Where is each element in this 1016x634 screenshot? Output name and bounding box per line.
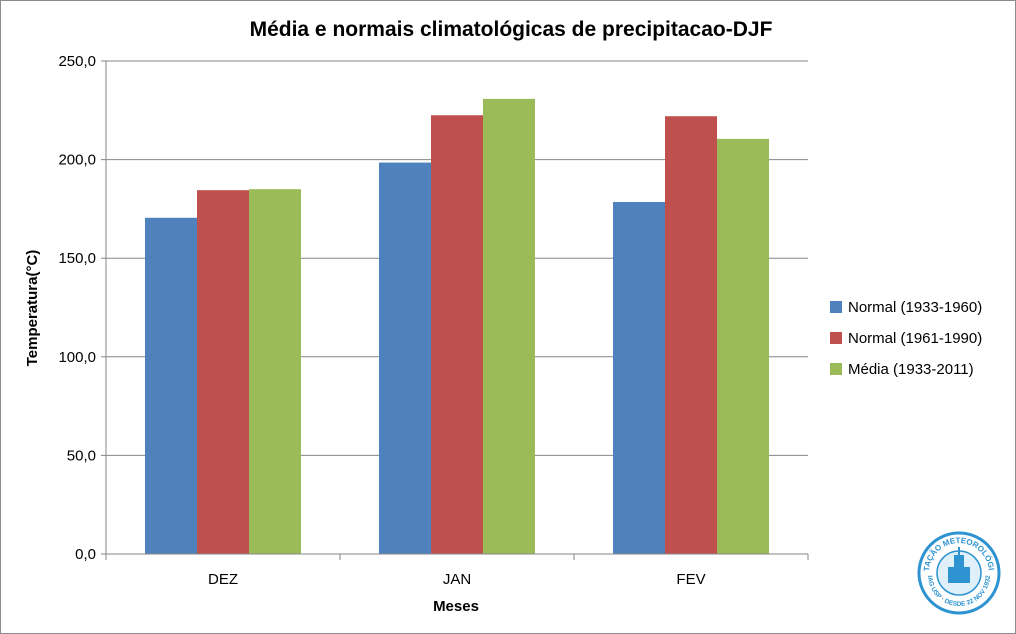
y-tick-label: 50,0 (67, 447, 96, 464)
y-tick-label: 100,0 (58, 349, 96, 366)
station-logo: ESTAÇÃO METEOROLÓGICA IAG USP · DESDE 22… (917, 531, 1001, 615)
bar-fev-series-3 (717, 138, 769, 555)
bar-dez-series-3 (249, 189, 301, 554)
bar-jan-series-1 (379, 162, 431, 555)
axes-group (101, 60, 809, 560)
x-tick-label-dez: DEZ (208, 571, 238, 588)
y-tick-label: 250,0 (58, 53, 96, 70)
chart-title: Média e normais climatológicas de precip… (250, 18, 773, 41)
legend-entry-3: Média (1933-2011) (848, 361, 974, 378)
legend-entry-1: Normal (1933-1960) (848, 299, 982, 316)
legend-swatch-1 (830, 301, 842, 313)
legend: Normal (1933-1960) Normal (1961-1990) Médi… (830, 299, 982, 378)
logo-building-icon (948, 567, 970, 583)
y-axis-title: Temperatura(°C) (24, 250, 41, 367)
y-tick-labels: 0,0 50,0 100,0 150,0 200,0 250,0 (58, 53, 96, 563)
bar-dez-series-2 (197, 190, 249, 554)
x-tick-labels: DEZ JAN FEV (208, 571, 706, 588)
bar-fev-series-1 (613, 201, 665, 555)
y-tick-label: 200,0 (58, 152, 96, 169)
x-tick-label-fev: FEV (676, 571, 705, 588)
y-tick-label: 0,0 (75, 546, 96, 563)
bars-group (145, 98, 769, 555)
legend-entry-2: Normal (1961-1990) (848, 330, 982, 347)
legend-swatch-3 (830, 363, 842, 375)
x-axis-title: Meses (433, 598, 479, 615)
x-tick-label-jan: JAN (443, 571, 471, 588)
bar-fev-series-2 (665, 116, 717, 554)
y-tick-label: 150,0 (58, 250, 96, 267)
legend-swatch-2 (830, 332, 842, 344)
bar-jan-series-3 (483, 98, 535, 554)
bar-dez-series-1 (145, 217, 197, 555)
bar-jan-series-2 (431, 115, 483, 554)
logo-tower-icon (954, 555, 964, 567)
